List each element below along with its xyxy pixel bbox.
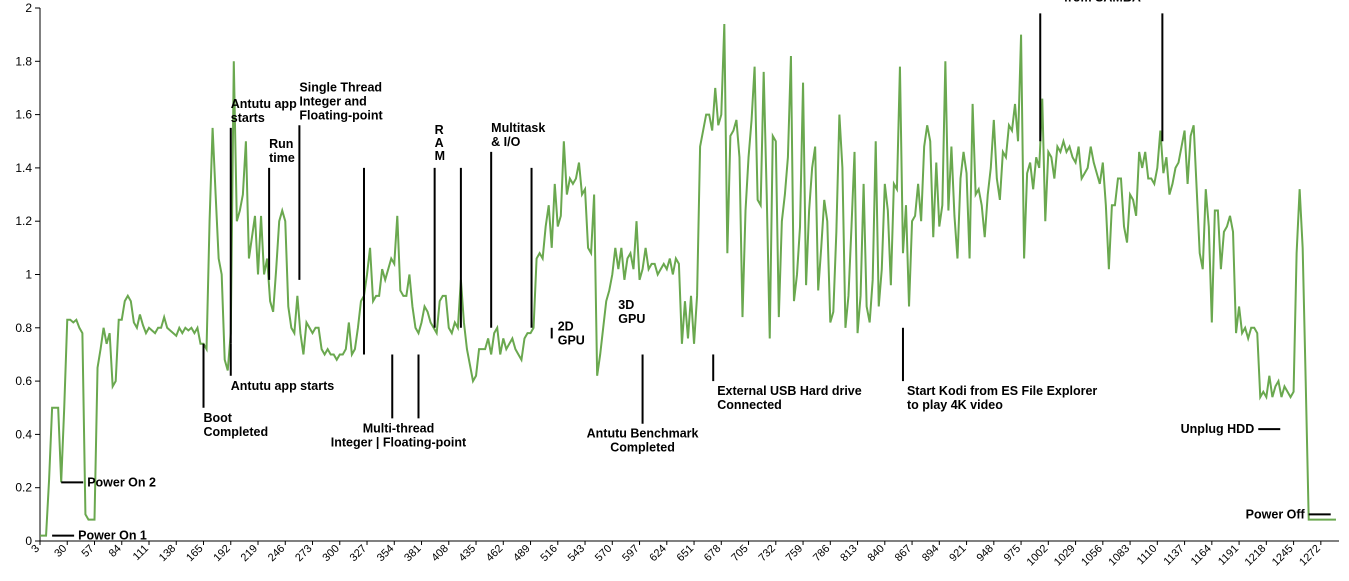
annotation-label: Power On 1 <box>78 529 147 543</box>
x-tick-label: 489 <box>511 543 532 564</box>
y-tick-label: 0.4 <box>15 427 32 441</box>
x-tick-label: 1245 <box>1270 543 1296 569</box>
annotation-label: Single ThreadInteger andFloating-point <box>299 80 383 122</box>
annotation-label: Power On 2 <box>87 475 156 489</box>
y-tick-label: 1.2 <box>15 214 32 228</box>
x-tick-label: 894 <box>920 543 941 564</box>
x-tick-label: 354 <box>375 543 396 564</box>
x-tick-label: 705 <box>729 543 750 564</box>
x-tick-label: 273 <box>293 543 314 564</box>
x-tick-label: 975 <box>1002 543 1023 564</box>
x-tick-label: 732 <box>756 543 777 564</box>
x-tick-label: 624 <box>647 543 668 564</box>
annotation-label: Unplug HDD <box>1181 422 1255 436</box>
x-tick-label: 1110 <box>1135 543 1160 568</box>
x-tick-label: 921 <box>947 543 968 564</box>
x-tick-label: 381 <box>402 543 423 564</box>
x-tick-label: 138 <box>157 543 178 564</box>
x-tick-label: 462 <box>484 543 505 564</box>
x-tick-label: 192 <box>211 543 232 564</box>
x-tick-label: 1191 <box>1216 543 1241 568</box>
x-tick-label: 948 <box>974 543 995 564</box>
annotation-label: 2DGPU <box>558 319 585 347</box>
annotation-label: Antutu BenchmarkCompleted <box>587 427 699 455</box>
y-tick-label: 0.2 <box>15 481 32 495</box>
annotation-label: Antutu app starts <box>231 379 335 393</box>
x-tick-label: 1029 <box>1052 543 1078 569</box>
x-tick-label: 840 <box>865 543 886 564</box>
annotation-label: Start Kodi from ES File Explorerto play … <box>907 384 1097 412</box>
x-tick-label: 1164 <box>1189 543 1214 568</box>
x-tick-label: 1137 <box>1161 543 1186 568</box>
y-tick-label: 1.6 <box>15 108 32 122</box>
y-tick-label: 0.8 <box>15 321 32 335</box>
x-tick-label: 165 <box>184 543 205 564</box>
x-tick-label: 516 <box>538 543 559 564</box>
x-tick-label: 678 <box>702 543 723 564</box>
annotation-label: Multitask& I/O <box>491 121 545 149</box>
x-tick-label: 1272 <box>1297 543 1323 569</box>
x-tick-label: 327 <box>348 543 369 564</box>
x-tick-label: 84 <box>107 543 124 560</box>
x-tick-label: 597 <box>620 543 641 564</box>
annotation-label: Power Off <box>1246 507 1306 521</box>
annotation-label: External USB Hard driveConnected <box>717 384 862 412</box>
y-tick-label: 1 <box>25 268 32 282</box>
x-tick-label: 651 <box>675 543 696 564</box>
y-tick-label: 1.4 <box>15 161 32 175</box>
x-tick-label: 246 <box>266 543 287 564</box>
x-tick-label: 30 <box>52 543 69 560</box>
y-tick-label: 1.8 <box>15 54 32 68</box>
x-tick-label: 111 <box>131 543 151 563</box>
x-tick-label: 570 <box>593 543 614 564</box>
x-tick-label: 543 <box>566 543 587 564</box>
annotation-label: Multi-threadInteger | Floating-point <box>331 421 467 449</box>
x-tick-label: 1056 <box>1079 543 1105 569</box>
y-tick-label: 0.6 <box>15 374 32 388</box>
x-tick-label: 813 <box>838 543 859 564</box>
x-tick-label: 1083 <box>1106 543 1132 569</box>
y-tick-label: 2 <box>25 1 32 15</box>
annotation-label: 4K H.264 60 MbpsVideo Playbackfrom SAMBA <box>1049 0 1155 4</box>
x-tick-label: 1218 <box>1243 543 1269 569</box>
annotation-label: BootCompleted <box>204 411 269 439</box>
x-tick-label: 300 <box>320 543 341 564</box>
x-tick-label: 408 <box>429 543 450 564</box>
x-tick-label: 1002 <box>1025 543 1051 569</box>
x-tick-label: 867 <box>893 543 914 564</box>
x-tick-label: 435 <box>457 543 478 564</box>
annotation-label: 3DGPU <box>618 298 645 326</box>
annotation-label: Antutu appstarts <box>231 97 297 125</box>
power-chart: { "chart":{ "type":"line", "width":1349,… <box>0 0 1349 581</box>
x-tick-label: 219 <box>239 543 260 564</box>
annotation-label: Runtime <box>269 137 295 165</box>
x-tick-label: 759 <box>784 543 805 564</box>
x-tick-label: 57 <box>79 543 96 560</box>
x-tick-label: 786 <box>811 543 832 564</box>
annotation-label: RAM <box>435 123 445 163</box>
